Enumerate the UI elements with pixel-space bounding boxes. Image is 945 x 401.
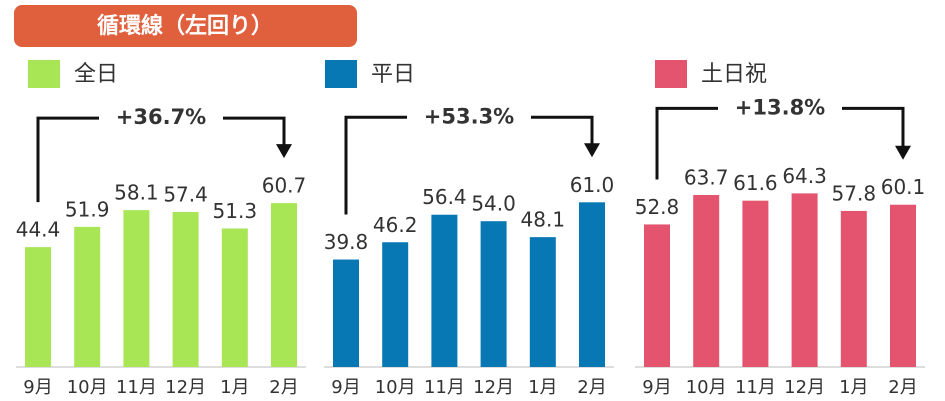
annotation: +53.3% (424, 104, 514, 128)
arrow-head (276, 144, 292, 159)
legend-swatch (28, 60, 60, 88)
bracket (36, 116, 99, 203)
legend-label: 平日 (371, 62, 415, 87)
x-tick-label: 9月 (23, 377, 52, 398)
x-tick-label: 9月 (642, 377, 671, 398)
legend-label: 全日 (74, 62, 118, 87)
bar (840, 210, 867, 367)
value-label: 39.8 (324, 230, 369, 254)
bar (74, 226, 101, 367)
bar (480, 221, 507, 367)
legend-label: 土日祝 (701, 62, 767, 87)
bracket (531, 115, 594, 146)
bar (271, 203, 297, 367)
bar (172, 212, 199, 367)
value-label: 64.3 (782, 164, 827, 188)
bar (382, 242, 409, 367)
x-tick-label: 12月 (165, 377, 206, 398)
bracket (344, 115, 407, 215)
arrow-head (895, 145, 911, 160)
title-box (14, 5, 357, 47)
value-label: 56.4 (422, 185, 467, 209)
bar (791, 193, 818, 367)
legend-swatch (325, 60, 357, 88)
value-label: 48.1 (521, 208, 566, 232)
bar (123, 210, 150, 367)
x-tick-label: 9月 (331, 377, 360, 398)
annotation: +36.7% (116, 105, 206, 129)
value-label: 60.7 (262, 174, 307, 198)
value-label: 46.2 (373, 213, 418, 237)
bar (431, 214, 458, 367)
x-tick-label: 10月 (67, 377, 108, 398)
x-tick-label: 12月 (473, 377, 514, 398)
value-label: 54.0 (471, 192, 516, 216)
bar (333, 259, 359, 367)
arrow-head (584, 143, 600, 158)
value-label: 61.6 (733, 171, 778, 195)
x-tick-label: 11月 (735, 377, 776, 398)
value-label: 60.1 (881, 175, 926, 199)
value-label: 51.3 (213, 199, 258, 223)
page-title: 循環線（左回り） (97, 13, 273, 39)
x-tick-label: 2月 (269, 377, 298, 398)
bar (890, 204, 916, 367)
value-label: 52.8 (635, 195, 680, 219)
value-label: 57.4 (163, 183, 208, 207)
bar (742, 200, 769, 367)
bar (25, 247, 51, 367)
legend-swatch (655, 60, 687, 88)
bar (529, 237, 556, 367)
value-label: 51.9 (65, 197, 110, 221)
x-tick-label: 1月 (839, 377, 868, 398)
x-tick-label: 1月 (528, 377, 557, 398)
x-tick-label: 10月 (686, 377, 727, 398)
bar (644, 224, 670, 367)
bar (693, 195, 720, 367)
x-tick-label: 11月 (424, 377, 465, 398)
value-label: 57.8 (832, 181, 877, 205)
value-label: 58.1 (114, 181, 159, 205)
x-tick-label: 10月 (375, 377, 416, 398)
annotation: +13.8% (735, 95, 825, 119)
value-label: 44.4 (16, 218, 61, 242)
bar (579, 202, 605, 367)
bracket (842, 106, 905, 148)
x-tick-label: 1月 (220, 377, 249, 398)
bracket (223, 116, 286, 147)
value-label: 61.0 (570, 173, 615, 197)
x-tick-label: 11月 (116, 377, 157, 398)
x-tick-label: 12月 (784, 377, 825, 398)
x-tick-label: 2月 (577, 377, 606, 398)
bracket (655, 106, 718, 180)
x-tick-label: 2月 (888, 377, 917, 398)
value-label: 63.7 (684, 166, 729, 190)
bar (221, 228, 248, 367)
